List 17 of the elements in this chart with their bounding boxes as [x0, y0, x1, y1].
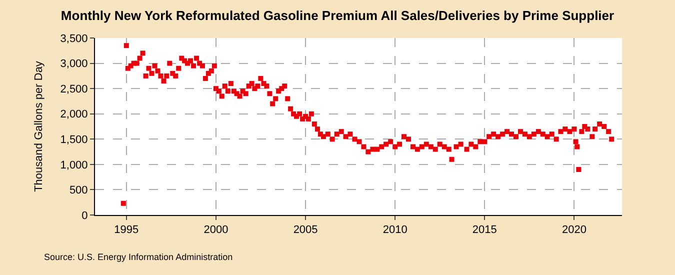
y-tick-label: 500	[69, 184, 88, 197]
x-tick-label: 2005	[293, 224, 318, 236]
y-tick-label: 0	[82, 210, 88, 222]
y-tick-label: 2,000	[60, 108, 88, 121]
y-tick-label: 3,000	[60, 58, 88, 70]
x-tick-label: 2000	[204, 224, 228, 236]
x-tick-label: 2015	[472, 224, 497, 236]
y-tick-label: 3,500	[60, 32, 88, 45]
y-tick-label: 1,500	[60, 134, 88, 146]
source-note: Source: U.S. Energy Information Administration	[44, 252, 233, 262]
chart-title: Monthly New York Reformulated Gasoline Premium All Sales/Deliveries by Prime Supplier	[60, 8, 614, 24]
y-axis-title: Thousand Gallons per Day	[32, 60, 45, 192]
y-tick-label: 2,500	[60, 83, 88, 96]
x-tick-label: 2020	[562, 224, 586, 236]
x-tick-label: 1995	[114, 224, 139, 236]
x-tick-label: 2010	[382, 224, 408, 236]
y-tick-label: 1,000	[60, 159, 88, 172]
